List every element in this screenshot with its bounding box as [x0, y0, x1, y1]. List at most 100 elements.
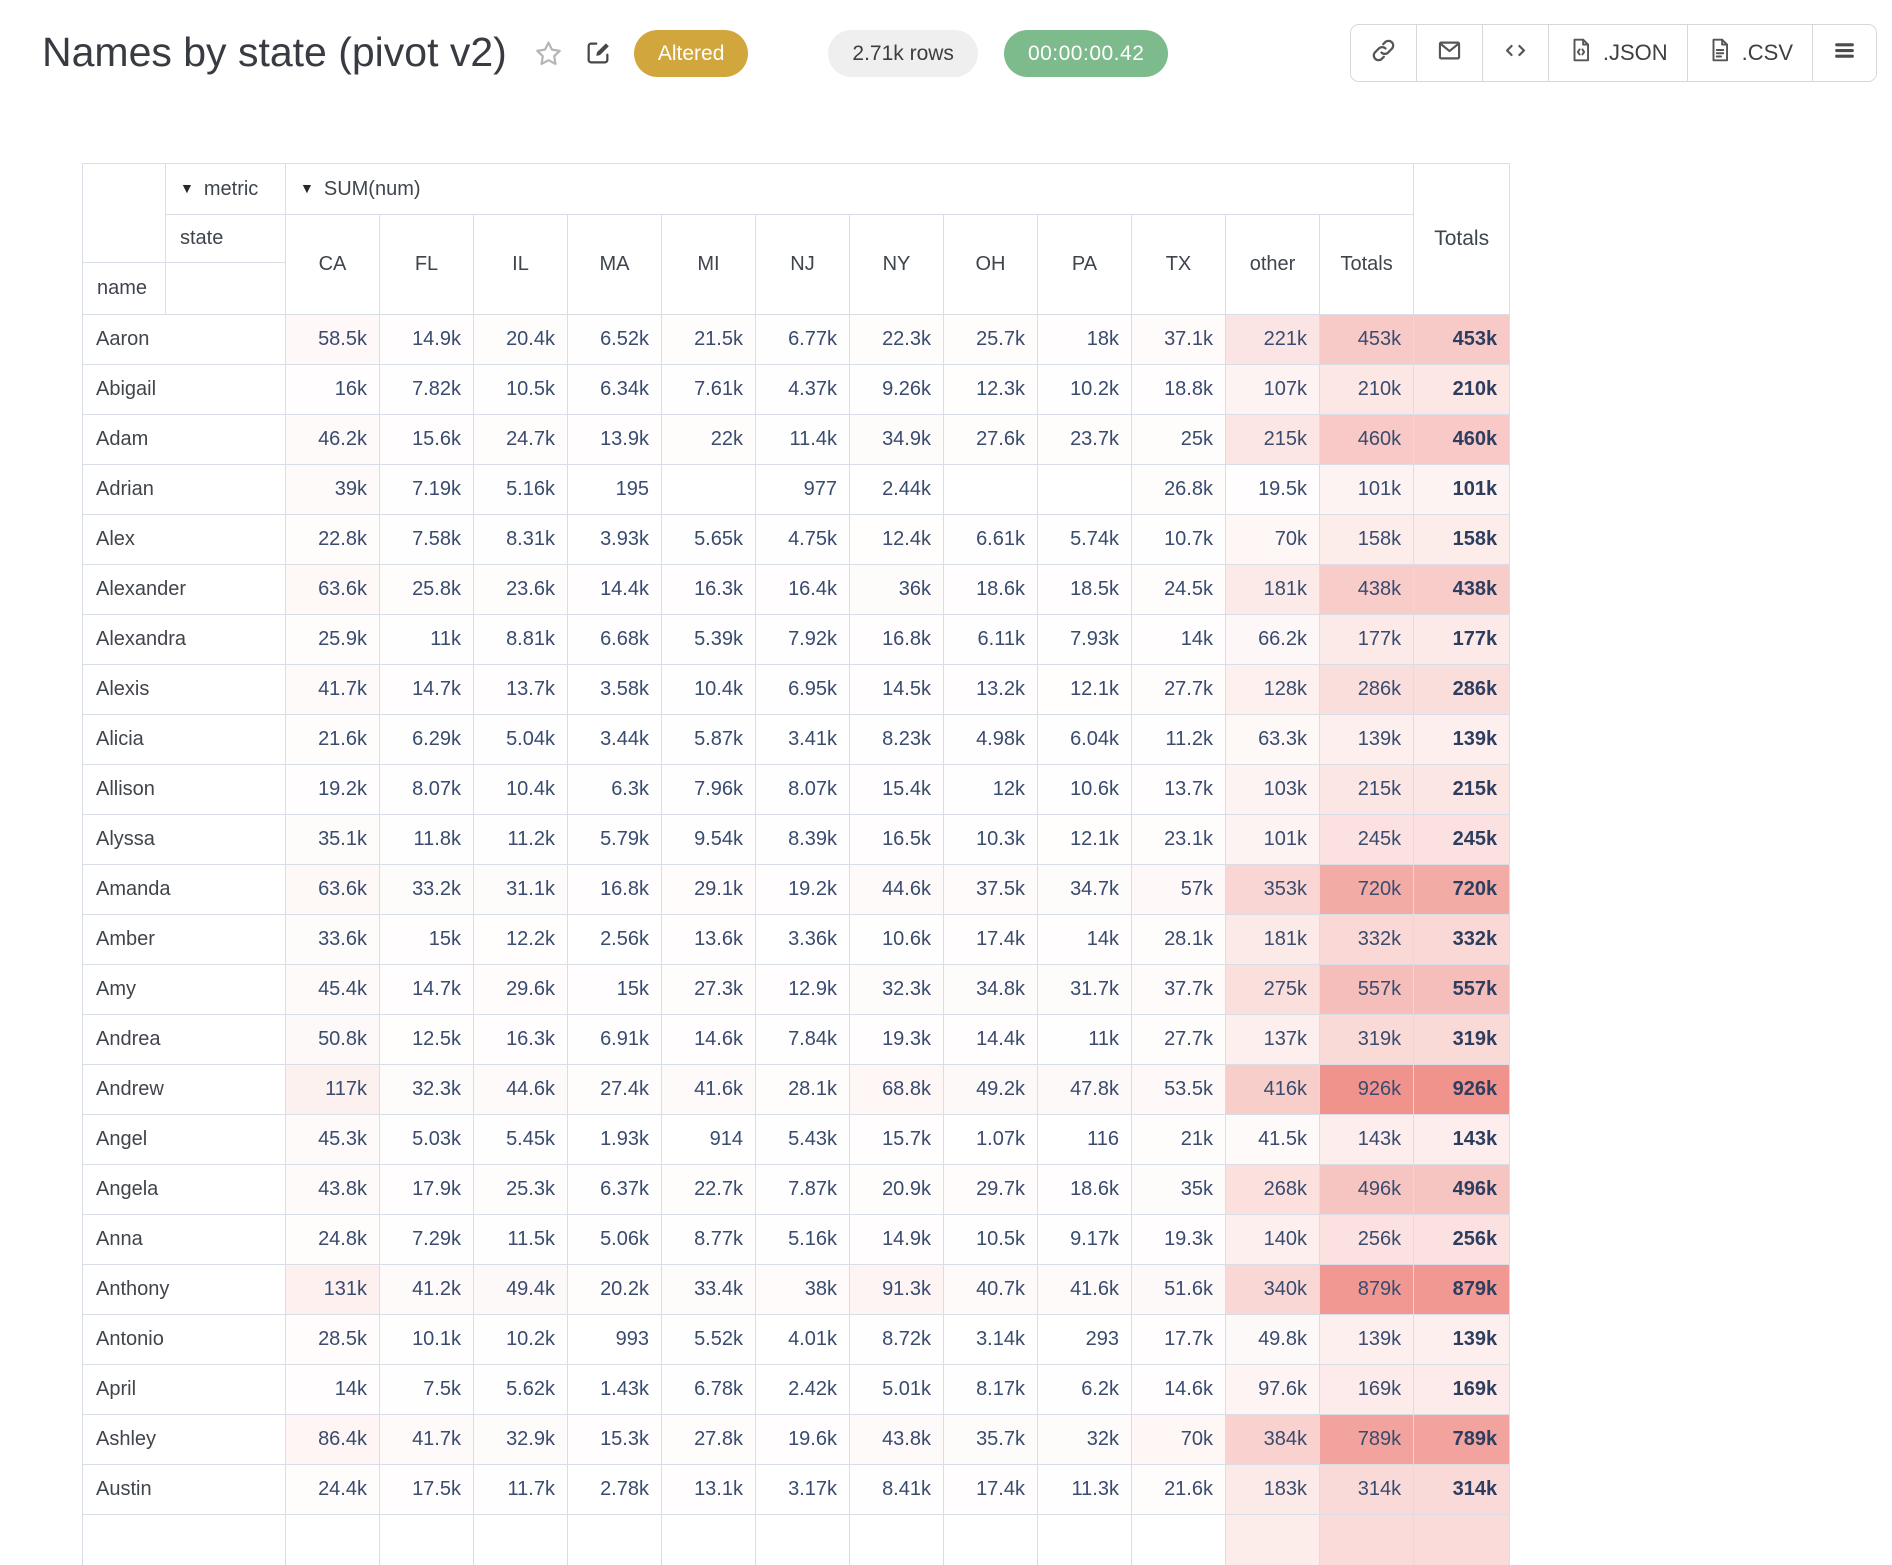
- value-cell: 16k: [285, 364, 380, 415]
- value-cell: 32k: [1037, 1414, 1132, 1465]
- value-cell: 14.5k: [849, 664, 944, 715]
- metric-value-dropdown[interactable]: ▼ SUM(num): [284, 163, 1415, 215]
- row-total-cell: 139k: [1413, 1314, 1511, 1365]
- column-header-tx: TX: [1131, 214, 1226, 315]
- value-cell: 15.4k: [849, 764, 944, 815]
- value-cell: 5.16k: [473, 464, 568, 515]
- value-cell: 13.2k: [943, 664, 1038, 715]
- code-brackets-icon: [1502, 37, 1529, 70]
- value-cell: 18.5k: [1037, 564, 1132, 615]
- value-cell: 2.78k: [567, 1464, 662, 1515]
- envelope-icon: [1436, 37, 1463, 70]
- value-cell: 6.11k: [943, 614, 1038, 665]
- value-cell: 2.44k: [849, 464, 944, 515]
- value-cell: 17.4k: [943, 1464, 1038, 1515]
- value-cell: 10.1k: [379, 1314, 474, 1365]
- row-total-cell: 215k: [1413, 764, 1511, 815]
- value-cell: 5.03k: [379, 1114, 474, 1165]
- value-cell: 36k: [849, 564, 944, 615]
- email-button[interactable]: [1415, 25, 1482, 81]
- row-total-cell: 139k: [1413, 714, 1511, 765]
- value-cell: 14.4k: [567, 564, 662, 615]
- value-cell: 1.07k: [943, 1114, 1038, 1165]
- value-cell: 21.5k: [661, 314, 756, 365]
- value-cell: 6.95k: [755, 664, 850, 715]
- corner-cell: [82, 163, 166, 263]
- value-cell: 340k: [1225, 1264, 1320, 1315]
- value-cell: 15.7k: [849, 1114, 944, 1165]
- name-dimension-label: name: [82, 262, 166, 315]
- row-total-cell: 460k: [1413, 414, 1511, 465]
- value-cell: 17.9k: [379, 1164, 474, 1215]
- share-link-button[interactable]: [1350, 25, 1416, 81]
- value-cell: 3.14k: [943, 1314, 1038, 1365]
- value-cell: 158k: [1318, 514, 1415, 565]
- row-total-cell: 158k: [1413, 514, 1511, 565]
- value-cell: 45.3k: [285, 1114, 380, 1165]
- value-cell: 19.3k: [849, 1014, 944, 1065]
- row-total-cell: 453k: [1413, 314, 1511, 365]
- value-cell: 116: [1037, 1114, 1132, 1165]
- row-label: Adam: [82, 414, 286, 465]
- value-cell: 29.6k: [473, 964, 568, 1015]
- value-cell: 17.7k: [1131, 1314, 1226, 1365]
- download-json-button[interactable]: .JSON: [1547, 25, 1687, 81]
- value-cell: 91.3k: [849, 1264, 944, 1315]
- value-cell: 63.6k: [285, 864, 380, 915]
- runtime-badge: 00:00:00.42: [1003, 29, 1169, 77]
- value-cell: 25.7k: [943, 314, 1038, 365]
- value-cell: 15k: [567, 964, 662, 1015]
- value-cell: 453k: [1318, 314, 1415, 365]
- value-cell: 137k: [1225, 1014, 1320, 1065]
- value-cell: 926k: [1318, 1064, 1415, 1115]
- value-cell: 416k: [1225, 1064, 1320, 1115]
- value-cell: 34.7k: [1037, 864, 1132, 915]
- value-cell: 17.4k: [943, 914, 1038, 965]
- more-menu-button[interactable]: [1812, 25, 1876, 81]
- value-cell: 41.6k: [1037, 1264, 1132, 1315]
- embed-code-button[interactable]: [1481, 25, 1548, 81]
- download-csv-button[interactable]: .CSV: [1686, 25, 1812, 81]
- value-cell: 4.37k: [755, 364, 850, 415]
- row-total-cell: 438k: [1413, 564, 1511, 615]
- value-cell: 31.7k: [1037, 964, 1132, 1015]
- grand-totals-column-header: Totals: [1413, 163, 1511, 315]
- value-cell: 12k: [943, 764, 1038, 815]
- value-cell: 16.3k: [661, 564, 756, 615]
- value-cell: 10.6k: [1037, 764, 1132, 815]
- metric-dropdown[interactable]: ▼ metric: [165, 163, 286, 215]
- value-cell: 19.2k: [285, 764, 380, 815]
- value-cell: 13.1k: [661, 1464, 756, 1515]
- value-cell: 15k: [379, 914, 474, 965]
- row-label: Alicia: [82, 714, 286, 765]
- value-cell: 789k: [1318, 1414, 1415, 1465]
- favorite-star-icon[interactable]: [533, 38, 564, 69]
- value-cell: 5.39k: [661, 614, 756, 665]
- value-cell: 6.2k: [1037, 1364, 1132, 1415]
- value-cell: 993: [567, 1314, 662, 1365]
- value-cell: 16.4k: [755, 564, 850, 615]
- metric-value-label: SUM(num): [323, 177, 421, 200]
- edit-pencil-icon[interactable]: [584, 39, 612, 67]
- row-label: Amber: [82, 914, 286, 965]
- value-cell: 28.1k: [1131, 914, 1226, 965]
- value-cell: 49.8k: [1225, 1314, 1320, 1365]
- value-cell: 28.5k: [285, 1314, 380, 1365]
- value-cell: 14.6k: [1131, 1364, 1226, 1415]
- value-cell: 143k: [1318, 1114, 1415, 1165]
- page-title[interactable]: Names by state (pivot v2): [42, 29, 507, 76]
- row-label: Anna: [82, 1214, 286, 1265]
- value-cell: [661, 1514, 756, 1565]
- hamburger-menu-icon: [1832, 38, 1857, 69]
- value-cell: 27.7k: [1131, 1014, 1226, 1065]
- row-total-cell: 286k: [1413, 664, 1511, 715]
- value-cell: 21k: [1131, 1114, 1226, 1165]
- value-cell: 35k: [1131, 1164, 1226, 1215]
- value-cell: 25k: [1131, 414, 1226, 465]
- value-cell: 43.8k: [285, 1164, 380, 1215]
- value-cell: [661, 464, 756, 515]
- value-cell: 8.07k: [755, 764, 850, 815]
- value-cell: 29.7k: [943, 1164, 1038, 1215]
- value-cell: 50.8k: [285, 1014, 380, 1065]
- row-label: Allison: [82, 764, 286, 815]
